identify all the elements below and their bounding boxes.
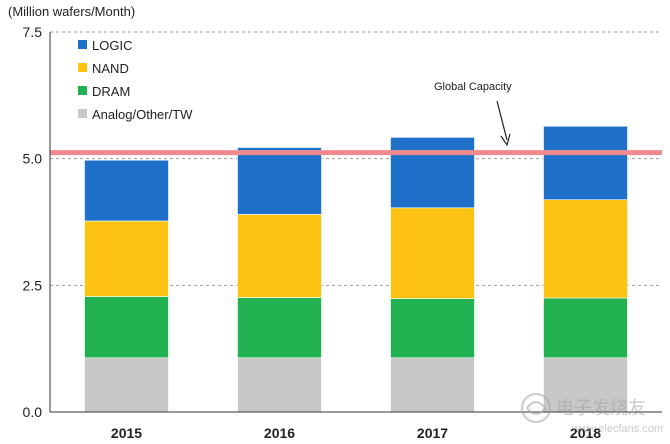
- x-tick-label-2018: 2018: [570, 425, 601, 441]
- bar-2017-logic: [390, 137, 475, 209]
- axes: 0.0 2.5 5.0 7.5 2015 2016 2017 2018: [23, 24, 662, 441]
- global-capacity-annotation: Global Capacity: [434, 81, 512, 93]
- x-tick-label-2017: 2017: [417, 425, 448, 441]
- bar-2017-nand: [390, 207, 475, 299]
- legend-label-logic: LOGIC: [92, 38, 132, 53]
- legend-swatch-nand: [78, 63, 87, 72]
- bar-2018-logic: [543, 125, 628, 201]
- bar-2016-logic: [237, 147, 322, 215]
- bar-2017-dram: [390, 298, 475, 359]
- bar-2015-logic: [84, 159, 169, 222]
- legend-swatch-analog-other-tw: [78, 109, 87, 118]
- y-tick-label-1: 2.5: [23, 277, 43, 293]
- watermark-text: 电子发烧友: [556, 398, 646, 419]
- bar-2018-analog-other-tw: [543, 357, 628, 413]
- bar-2016-dram: [237, 297, 322, 359]
- watermark: 电子发烧友 www.elecfans.com: [521, 393, 663, 435]
- legend: LOGIC NAND DRAM Analog/Other/TW: [78, 38, 193, 122]
- y-axis-unit-label: (Million wafers/Month): [8, 4, 135, 19]
- bar-2018-nand: [543, 199, 628, 299]
- y-tick-label-0: 0.0: [23, 404, 43, 420]
- y-tick-label-3: 7.5: [23, 24, 43, 40]
- bar-2016-analog-other-tw: [237, 357, 322, 413]
- x-tick-label-2016: 2016: [264, 425, 295, 441]
- legend-swatch-logic: [78, 40, 87, 49]
- legend-label-nand: NAND: [92, 61, 129, 76]
- annotation-arrow: [496, 100, 511, 147]
- y-tick-label-2: 5.0: [23, 151, 43, 167]
- bar-2016-nand: [237, 214, 322, 298]
- legend-label-analog-other-tw: Analog/Other/TW: [92, 107, 193, 122]
- x-tick-label-2015: 2015: [111, 425, 142, 441]
- legend-swatch-dram: [78, 86, 87, 95]
- bars: [84, 125, 628, 413]
- bar-2018-dram: [543, 297, 628, 359]
- watermark-logo-icon: [521, 393, 551, 423]
- legend-label-dram: DRAM: [92, 84, 130, 99]
- watermark-url: www.elecfans.com: [571, 423, 663, 435]
- bar-2017-analog-other-tw: [390, 357, 475, 413]
- bar-2015-analog-other-tw: [84, 357, 169, 413]
- bar-2015-dram: [84, 296, 169, 359]
- bar-2015-nand: [84, 220, 169, 297]
